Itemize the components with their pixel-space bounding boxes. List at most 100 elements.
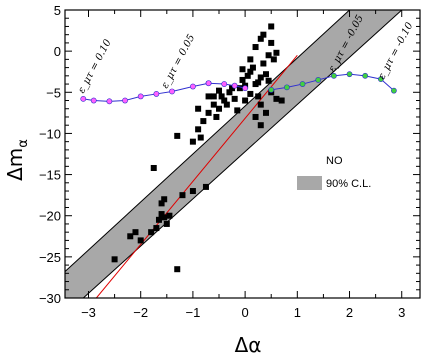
scatter-point [158, 200, 165, 207]
scatter-point [273, 95, 280, 102]
scatter-point [242, 97, 249, 104]
x-tick-label: −3 [81, 305, 96, 320]
scatter-point [205, 109, 212, 116]
series-point [315, 77, 322, 83]
x-axis-title: Δα [235, 333, 262, 356]
scatter-point [189, 188, 196, 195]
legend-title: NO [326, 155, 343, 167]
series-point [169, 88, 175, 95]
series-point [221, 81, 228, 87]
scatter-point [257, 74, 264, 81]
scatter-point [249, 64, 256, 71]
series-point [122, 97, 128, 104]
scatter-point [268, 39, 275, 46]
y-tick-label: 0 [54, 44, 61, 59]
scatter-point [200, 118, 207, 125]
series-curves [80, 71, 397, 105]
scatter-point [111, 256, 118, 263]
scatter-point [244, 72, 251, 79]
y-tick-label: −5 [46, 85, 61, 100]
series-point [390, 87, 397, 94]
scatter-point [163, 220, 170, 227]
x-tick-label: 1 [294, 305, 301, 320]
scatter-point [247, 56, 254, 63]
scatter-point [202, 183, 209, 190]
scatter-point [137, 237, 144, 244]
series-point [377, 76, 384, 83]
series-point [268, 86, 275, 93]
series-line [208, 82, 246, 89]
series-point [362, 72, 369, 79]
scatter-point [268, 23, 275, 30]
scatter-point [270, 56, 277, 63]
scatter-points [111, 23, 285, 273]
scatter-point [234, 107, 241, 114]
y-tick-label: −25 [39, 250, 61, 265]
scatter-point [218, 93, 225, 100]
scatter-point [213, 113, 220, 120]
scatter-point [273, 49, 280, 56]
scatter-point [239, 66, 246, 73]
series-point [137, 93, 144, 100]
scatter-point [132, 229, 139, 236]
series-point [153, 91, 160, 97]
series-point [242, 85, 249, 92]
series-point [330, 72, 337, 79]
x-tick-label: −1 [185, 305, 200, 320]
scatter-point [223, 101, 230, 108]
scatter-point [148, 229, 155, 236]
y-tick-label: −10 [39, 126, 61, 141]
scatter-point [195, 126, 202, 133]
scatter-point [205, 93, 212, 100]
series-point [299, 81, 306, 87]
scatter-point [252, 113, 259, 120]
x-tick-label: 2 [346, 305, 353, 320]
scatter-point [265, 52, 272, 59]
series-point [231, 82, 238, 89]
legend-swatch-cl [297, 176, 322, 190]
x-tick-label: −2 [133, 305, 148, 320]
x-tick-label: 0 [241, 305, 248, 320]
scatter-point [174, 132, 181, 139]
scatter-point [265, 77, 272, 84]
y-tick-label: 5 [54, 3, 61, 18]
series-point [190, 83, 196, 90]
y-tick-label: −20 [39, 209, 61, 224]
series-point [90, 97, 97, 104]
y-tick-label: −15 [39, 168, 61, 183]
scatter-point [197, 134, 204, 141]
scatter-point [231, 95, 238, 102]
scatter-point [166, 212, 173, 219]
series-point [283, 84, 290, 91]
curve-label: ε_μτ = 0.10 [76, 37, 114, 95]
axis-ticks: −3 −2 −1 0 1 2 350−5−10−15−20−25−30 [39, 3, 420, 320]
scatter-point [210, 101, 217, 108]
best-fit-line [95, 54, 298, 298]
scatter-point [189, 138, 196, 145]
scatter-point [210, 93, 217, 100]
legend-label-cl: 90% C.L. [326, 178, 371, 190]
scatter-point [257, 101, 264, 108]
scatter-point [158, 211, 165, 218]
plot-frame [64, 9, 421, 299]
series-point [106, 98, 113, 105]
scatter-point [260, 60, 267, 67]
scatter-point [255, 79, 262, 86]
scatter-point [226, 89, 233, 96]
series-point [205, 80, 212, 87]
scatter-point [252, 44, 259, 51]
scatter-point [278, 97, 285, 104]
scatter-point [239, 76, 246, 83]
y-axis-title-subscript: α [16, 139, 31, 148]
scatter-point [179, 192, 186, 199]
scatter-point [247, 68, 254, 75]
scatter-point [257, 35, 264, 42]
plot-area [65, 10, 403, 298]
scatter-point [161, 196, 168, 203]
y-axis-title-group: Δmα [3, 139, 31, 181]
confidence-band [65, 10, 403, 298]
scatter-point [161, 214, 168, 221]
scatter-point [195, 105, 202, 112]
scatter-point [260, 31, 267, 38]
scatter-point [216, 87, 223, 94]
